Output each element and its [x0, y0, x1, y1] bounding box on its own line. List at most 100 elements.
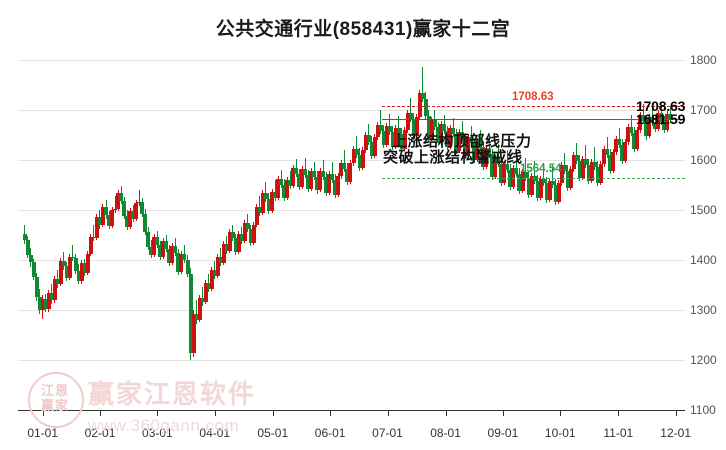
candle-body [484, 148, 489, 167]
candle-wick [274, 180, 276, 201]
x-axis-tick-label: 12-01 [660, 426, 692, 440]
candle-body [125, 216, 130, 227]
x-axis-tick-label: 10-01 [544, 426, 576, 440]
x-axis-tick-label: 06-01 [314, 426, 346, 440]
candle-body [351, 149, 356, 163]
candle-body [635, 130, 640, 149]
candle-body [541, 179, 546, 183]
candle-wick [259, 196, 261, 216]
candle-body [279, 179, 284, 185]
candle-body [617, 139, 622, 145]
candle-body [188, 274, 193, 353]
candle-body [294, 168, 299, 174]
candle-body [143, 214, 148, 232]
candle-body [623, 142, 628, 161]
candle-body [113, 209, 118, 211]
candle-body [638, 115, 643, 130]
candle-body [31, 262, 36, 277]
x-axis-tick-mark [157, 410, 159, 416]
candle-body [423, 99, 428, 116]
candle-wick [525, 158, 527, 181]
url-watermark: www.360gann.com [88, 416, 240, 435]
candle-wick [488, 135, 490, 157]
candle-body [191, 314, 196, 353]
candle-body [327, 174, 332, 193]
candle-body [309, 171, 314, 189]
candle-body [324, 177, 329, 193]
candle-body [46, 293, 51, 309]
logo-ring [28, 372, 84, 428]
chart-plot-area[interactable]: 1708.63 1564.54 [18, 60, 685, 411]
gridline [18, 60, 685, 61]
candle-body [411, 119, 416, 136]
candle-body [297, 174, 302, 187]
candle-body [408, 113, 413, 119]
candle-wick [543, 163, 545, 186]
candle-wick [380, 110, 382, 134]
candle-body [451, 128, 456, 134]
candle-body [167, 249, 172, 263]
candle-body [647, 117, 652, 136]
candle-body [475, 141, 480, 160]
candle-wick [515, 154, 517, 177]
candle-body [88, 237, 93, 254]
candle-body [517, 174, 522, 191]
candle-body [85, 254, 90, 273]
candle-body [336, 176, 341, 195]
candle-body [110, 210, 115, 226]
candle-body [580, 159, 585, 178]
candle-wick [506, 150, 508, 173]
candle-body [170, 246, 175, 263]
candle-body [414, 117, 419, 136]
y-axis-tick-label: 1100 [690, 403, 716, 417]
candle-body [164, 241, 169, 249]
candle-body [257, 207, 262, 213]
candle-body [206, 283, 211, 289]
candle-body [514, 168, 519, 174]
candle-body [263, 193, 268, 199]
candle-body [176, 253, 181, 272]
candle-body [565, 171, 570, 188]
logo-label-line2: 赢家 [40, 398, 69, 413]
candle-body [405, 113, 410, 130]
candle-body [119, 193, 124, 201]
candle-body [454, 134, 459, 151]
candle-wick [594, 147, 596, 170]
candle-body [439, 124, 444, 143]
candle-body [179, 254, 184, 272]
x-axis-tick-label: 11-01 [603, 426, 634, 440]
candle-body [230, 232, 235, 238]
candle-body [574, 155, 579, 161]
brand-logo-icon: 江恩 赢家 [28, 372, 84, 428]
candle-body [242, 223, 247, 241]
candle-body [538, 179, 543, 198]
candle-body [134, 203, 139, 219]
candle-body [182, 254, 187, 260]
candle-body [25, 240, 30, 255]
candle-body [266, 199, 271, 211]
candle-body [43, 299, 48, 309]
candle-wick [322, 160, 324, 180]
candle-body [598, 164, 603, 183]
candle-body [173, 246, 178, 253]
candle-body [239, 234, 244, 241]
reference-line-value-label: 1564.54 [520, 162, 562, 175]
y-axis-tick-label: 1500 [690, 203, 717, 217]
candle-body [420, 93, 425, 99]
candle-wick [202, 287, 204, 306]
candle-body [520, 172, 525, 191]
reference-line-support-line [381, 177, 685, 179]
candle-wick [196, 300, 198, 324]
x-axis-tick-mark [445, 410, 447, 416]
candle-body [556, 183, 561, 202]
y-axis-tick-label: 1300 [690, 303, 717, 317]
candle-body [390, 132, 395, 147]
candle-body [315, 177, 320, 190]
candle-body [478, 141, 483, 147]
candle-body [457, 132, 462, 151]
candle-body [97, 217, 102, 225]
reference-line-upper-resistance [381, 105, 685, 107]
candle-wick [479, 130, 481, 150]
candle-body [194, 314, 199, 320]
